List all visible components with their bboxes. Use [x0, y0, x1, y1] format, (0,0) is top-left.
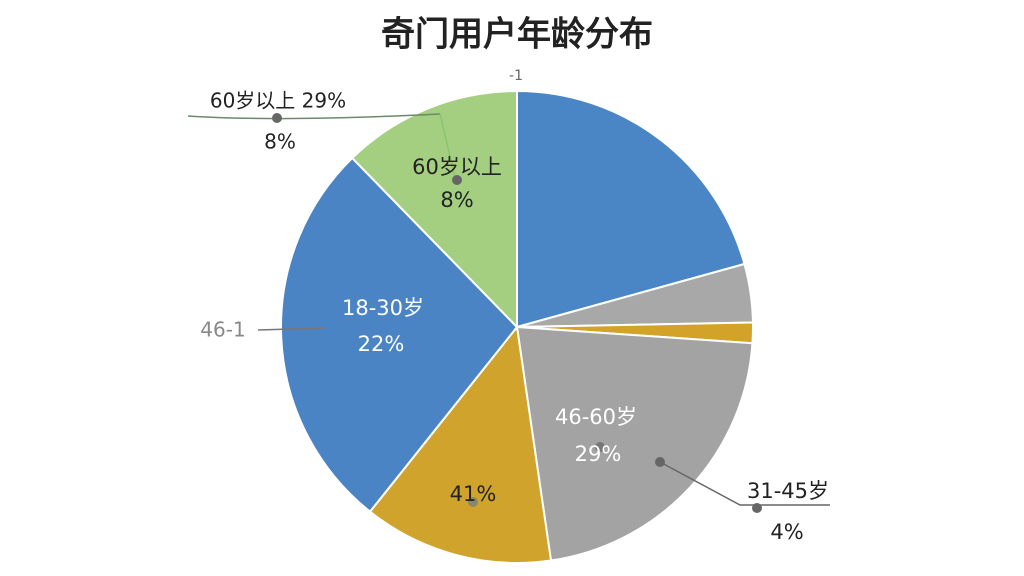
leader-dot	[752, 503, 762, 513]
annotation: 4%	[770, 520, 803, 544]
annotation: 41%	[450, 482, 497, 506]
chart-title: 奇门用户年龄分布	[381, 15, 653, 55]
leader-dot	[468, 497, 478, 507]
annotation: 22%	[358, 332, 405, 356]
annotation: 8%	[440, 188, 473, 212]
leader-dot	[452, 175, 462, 185]
annotation: 8%	[264, 130, 296, 154]
pie	[280, 89, 754, 564]
annotation: 60岁以上 29%	[210, 89, 346, 113]
leader-line	[187, 113, 441, 120]
annotation: -1	[509, 68, 523, 84]
annotation: 29%	[575, 442, 622, 466]
annotation: 46-60岁	[555, 405, 637, 429]
leader-dot	[272, 113, 282, 123]
leader-line	[257, 327, 326, 331]
pie-slice	[516, 89, 746, 329]
annotation: 46-1	[200, 318, 245, 342]
leader-line	[439, 113, 456, 179]
annotation: 18-30岁	[342, 296, 424, 320]
pie-slice	[515, 325, 754, 562]
leader-line	[659, 461, 830, 506]
annotation: 60岁以上	[412, 155, 502, 179]
pie-slice	[280, 156, 519, 514]
annotation: 31-45岁	[747, 479, 829, 503]
leader-dot	[655, 457, 665, 467]
leader-dot	[595, 442, 605, 452]
pie-slice	[368, 324, 553, 564]
pie-slice	[350, 89, 518, 330]
leader-lines	[187, 113, 830, 513]
